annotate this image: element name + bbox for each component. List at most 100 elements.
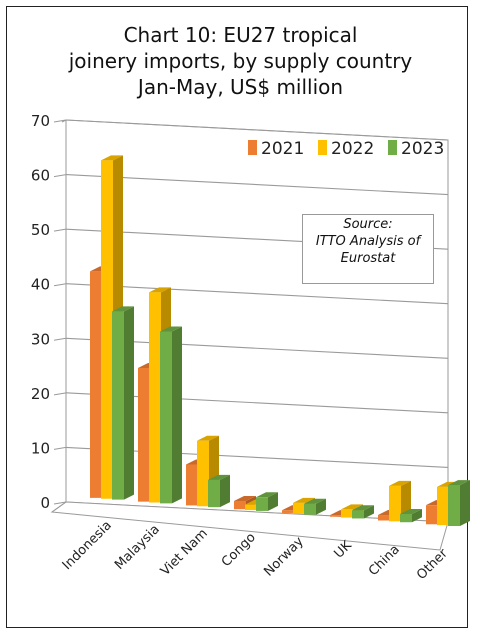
bar-top-face	[256, 492, 278, 498]
source-annotation-line-3: Eurostat	[340, 251, 396, 266]
y-tick-label: 60	[31, 167, 50, 185]
bar-front-face	[138, 367, 150, 502]
bar-front-face	[245, 504, 257, 511]
source-annotation-line-1: Source:	[343, 217, 393, 232]
y-tick-mark	[53, 446, 67, 450]
bar-front-face	[426, 505, 438, 525]
bar-front-face	[330, 515, 342, 517]
bar-top-face	[112, 306, 134, 312]
bar-side-face	[172, 326, 182, 504]
y-tick-mark	[53, 337, 67, 341]
bar-top-face	[341, 504, 363, 510]
bar-top-face	[400, 509, 422, 515]
source-annotation-line-2: ITTO Analysis of	[315, 234, 421, 249]
bar-front-face	[234, 501, 246, 510]
legend-swatch-2023	[388, 140, 397, 155]
bar-viet-nam-2022	[197, 435, 219, 507]
bar-front-face	[341, 509, 353, 518]
gridline	[65, 174, 449, 196]
bar-front-face	[304, 503, 316, 515]
y-tick-label: 40	[31, 276, 50, 294]
legend-label-2022: 2022	[331, 139, 374, 159]
y-tick-labels: 0 10 20 30 40 50 60 70	[31, 112, 50, 512]
bar-side-face	[460, 480, 470, 526]
bar-top-face	[304, 498, 326, 504]
bar-front-face	[197, 440, 209, 507]
gridline	[65, 283, 449, 305]
x-category-label: Viet Nam	[158, 526, 211, 579]
bar-front-face	[400, 514, 412, 523]
bar-top-face	[352, 505, 374, 511]
gridline	[65, 119, 449, 141]
bar-front-face	[90, 271, 102, 498]
bar-viet-nam-2023	[208, 474, 230, 508]
legend: 2021 2022 2023	[248, 139, 444, 159]
bar-side-face	[268, 492, 278, 511]
bar-front-face	[293, 502, 305, 514]
y-tick-mark	[53, 283, 67, 287]
bar-front-face	[352, 510, 364, 519]
y-tick-mark	[53, 501, 67, 505]
bar-side-face	[316, 498, 326, 515]
bar-front-face	[282, 510, 294, 513]
chart-title-line-1: Chart 10: EU27 tropical	[123, 23, 358, 47]
legend-swatch-2022	[318, 140, 327, 155]
bar-front-face	[256, 497, 268, 511]
bar-top-face	[101, 155, 123, 161]
y-tick-label: 20	[31, 385, 50, 403]
y-tick-label: 50	[31, 221, 50, 239]
chart-title: Chart 10: EU27 tropical joinery imports,…	[0, 22, 481, 100]
x-category-label: Indonesia	[60, 518, 115, 573]
bar-top-face	[234, 496, 256, 502]
bar-top-face	[149, 287, 171, 293]
bar-norway-2023	[304, 498, 326, 515]
bar-side-face	[364, 505, 374, 519]
legend-label-2023: 2023	[401, 139, 444, 159]
chart-title-line-3: Jan-May, US$ million	[137, 75, 344, 99]
bar-front-face	[208, 479, 220, 508]
y-tick-mark	[53, 392, 67, 396]
bar-front-face	[101, 160, 113, 499]
bar-top-face	[208, 474, 230, 480]
bar-uk-2023	[352, 505, 374, 519]
y-tick-mark	[53, 119, 67, 123]
x-category-label: Other	[414, 546, 451, 583]
bars	[90, 155, 470, 526]
bar-malaysia-2023	[160, 326, 182, 504]
x-category-label: Congo	[219, 530, 259, 570]
y-tick-label: 70	[31, 112, 50, 130]
bar-top-face	[389, 480, 411, 486]
x-category-label: Norway	[261, 534, 307, 580]
bar-front-face	[389, 485, 401, 522]
bar-side-face	[220, 474, 230, 508]
legend-label-2021: 2021	[261, 139, 304, 159]
bar-top-face	[293, 497, 315, 503]
y-tick-mark	[53, 174, 67, 178]
floor-left-edge	[51, 501, 67, 513]
bar-front-face	[448, 485, 460, 526]
bar-front-face	[437, 486, 449, 526]
y-tick-label: 10	[31, 439, 50, 457]
chart-title-line-2: joinery imports, by supply country	[68, 49, 413, 73]
bar-front-face	[378, 515, 390, 521]
bar-china-2023	[400, 509, 422, 523]
bar-front-face	[186, 464, 198, 506]
source-annotation: Source: ITTO Analysis of Eurostat	[302, 214, 434, 284]
x-category-label: Malaysia	[112, 522, 163, 573]
bar-top-face	[197, 435, 219, 441]
bar-front-face	[160, 331, 172, 504]
bar-indonesia-2023	[112, 306, 134, 500]
legend-swatch-2021	[248, 140, 257, 155]
bar-front-face	[149, 292, 161, 503]
y-tick-label: 30	[31, 330, 50, 348]
y-tick-mark	[53, 228, 67, 232]
bar-other-2023	[448, 480, 470, 526]
bar-side-face	[124, 306, 134, 500]
x-category-label: China	[366, 542, 403, 579]
bar-side-face	[412, 509, 422, 523]
bar-top-face	[160, 326, 182, 332]
bar-top-face	[448, 480, 470, 486]
bar-front-face	[112, 311, 124, 500]
bar-congo-2023	[256, 492, 278, 511]
